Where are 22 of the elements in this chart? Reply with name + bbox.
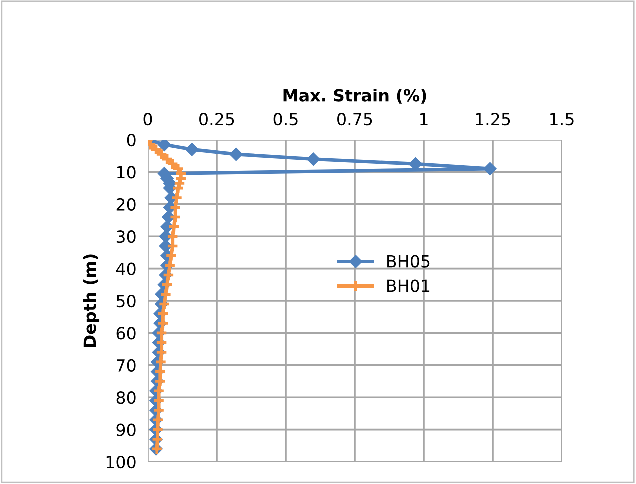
x-tick-label: 0 (144, 113, 152, 126)
x-tick-label: 1 (420, 113, 428, 126)
legend-label: BH05 (388, 255, 430, 268)
y-tick-label: 100 (106, 456, 136, 469)
x-tick-label: 0.75 (338, 113, 372, 126)
x-axis-title: Max. Strain (%) (284, 88, 426, 104)
y-tick-label: 80 (116, 392, 136, 404)
y-axis-title: Depth (m) (83, 254, 100, 348)
x-tick-label: 1.5 (550, 113, 574, 126)
x-tick-label: 0.5 (274, 113, 298, 126)
y-tick-label: 40 (116, 262, 136, 276)
y-tick-label: 10 (118, 166, 136, 179)
x-tick-label: 1.25 (476, 113, 510, 126)
x-tick-label: 0.25 (200, 113, 234, 126)
y-tick-label: 70 (117, 359, 136, 372)
y-tick-label: 90 (116, 424, 136, 436)
y-tick-label: 0 (127, 134, 136, 147)
y-tick-label: 50 (116, 294, 136, 308)
y-tick-label: 20 (116, 198, 136, 211)
legend-label: BH01 (388, 280, 430, 292)
y-tick-label: 60 (116, 327, 136, 340)
y-tick-label: 30 (116, 230, 136, 244)
